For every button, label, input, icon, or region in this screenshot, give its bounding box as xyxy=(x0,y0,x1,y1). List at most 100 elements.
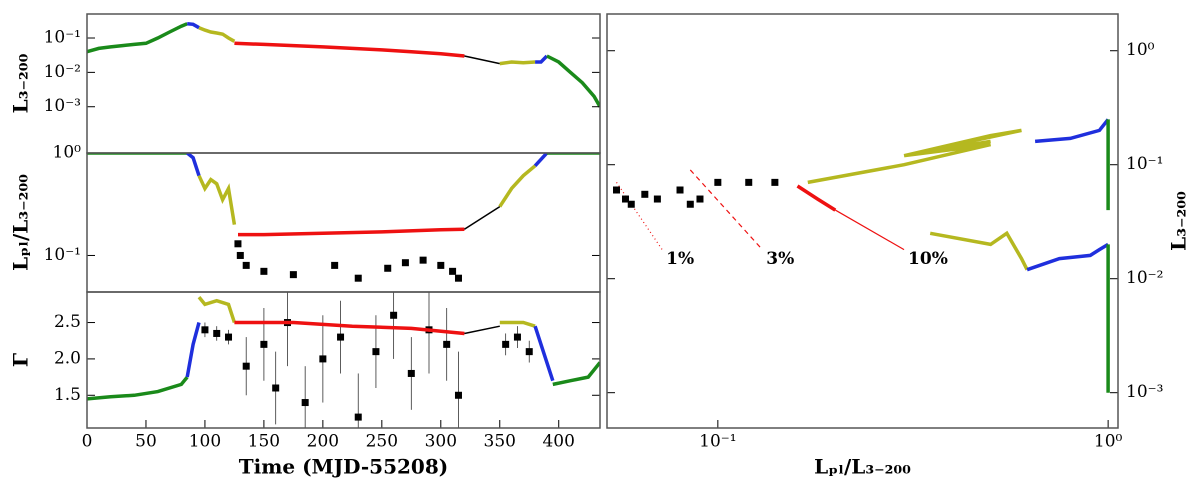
point xyxy=(419,256,427,264)
point xyxy=(337,333,345,341)
series-line xyxy=(185,322,201,378)
point xyxy=(354,274,362,282)
point xyxy=(653,195,661,203)
point xyxy=(502,340,510,348)
x-tick-label: 100 xyxy=(189,432,221,452)
x-tick-label: 350 xyxy=(484,432,516,452)
series-line xyxy=(929,230,1029,271)
series-line xyxy=(796,184,837,212)
reference-line xyxy=(835,209,905,251)
point xyxy=(390,311,398,319)
y-tick-label: 10⁰ xyxy=(53,143,82,163)
series-line xyxy=(464,55,500,65)
point xyxy=(242,362,250,370)
y-tick-label: 10⁻³ xyxy=(1126,382,1163,402)
point xyxy=(272,384,280,392)
point xyxy=(401,259,409,267)
point xyxy=(525,348,533,356)
point xyxy=(454,274,462,282)
x-tick-label: 0 xyxy=(82,432,93,452)
x-axis-label: Time (MJD-55208) xyxy=(239,455,448,479)
series-line xyxy=(187,22,200,30)
y-axis-label: L₃₋₂₀₀ xyxy=(1167,191,1191,251)
reference-line xyxy=(616,182,663,250)
point xyxy=(260,340,268,348)
point xyxy=(225,333,233,341)
point xyxy=(354,413,362,421)
y-tick-label: 10⁻¹ xyxy=(44,28,81,48)
series-line xyxy=(498,164,537,208)
reference-label: 1% xyxy=(666,249,694,269)
x-tick-label: 50 xyxy=(135,432,157,452)
series-line xyxy=(463,205,501,230)
series-line xyxy=(499,60,536,66)
point xyxy=(319,355,327,363)
series-line xyxy=(464,325,500,335)
point xyxy=(622,195,630,203)
y-tick-label: 2.0 xyxy=(54,348,81,368)
series-line xyxy=(186,153,201,177)
point xyxy=(437,261,445,269)
series-line xyxy=(1026,242,1109,272)
series-line xyxy=(198,26,236,43)
series-line xyxy=(238,227,465,237)
series-line xyxy=(197,174,237,225)
point xyxy=(449,267,457,275)
point xyxy=(454,391,462,399)
series-line xyxy=(552,361,600,387)
series-line xyxy=(499,320,536,328)
y-axis-label: Γ xyxy=(9,353,33,367)
series-line xyxy=(234,320,465,336)
x-tick-label: 250 xyxy=(366,432,398,452)
y-tick-label: 1.5 xyxy=(54,385,81,405)
point xyxy=(443,340,451,348)
point xyxy=(301,399,309,407)
y-tick-label: 10⁰ xyxy=(1126,40,1155,60)
point xyxy=(513,333,521,341)
plot-area xyxy=(87,22,600,108)
point xyxy=(696,195,704,203)
reference-label: 10% xyxy=(908,249,948,269)
y-tick-label: 10⁻¹ xyxy=(1126,154,1163,174)
point xyxy=(234,240,242,248)
point xyxy=(641,190,649,198)
point xyxy=(676,186,684,194)
reference-label: 3% xyxy=(766,249,794,269)
y-axis-label: Lₚₗ/L₃₋₂₀₀ xyxy=(9,174,33,271)
series-line xyxy=(197,295,237,324)
panel-frame xyxy=(86,291,601,429)
x-tick-label: 10⁻¹ xyxy=(699,432,736,452)
y-tick-label: 10⁻² xyxy=(44,62,81,82)
plot-area xyxy=(87,292,600,428)
x-axis-label: Lₚₗ/L₃₋₂₀₀ xyxy=(814,455,911,479)
point xyxy=(613,186,621,194)
series-line xyxy=(807,128,1022,185)
x-tick-label: 300 xyxy=(425,432,457,452)
point xyxy=(384,264,392,272)
point xyxy=(745,178,753,186)
series-line xyxy=(87,22,188,54)
y-tick-label: 10⁻³ xyxy=(44,96,81,116)
x-tick-label: 200 xyxy=(307,432,339,452)
point xyxy=(260,267,268,275)
series-line xyxy=(87,375,189,401)
point xyxy=(213,329,221,337)
series-line xyxy=(533,153,549,167)
x-tick-label: 150 xyxy=(248,432,280,452)
series-line xyxy=(546,54,600,108)
point xyxy=(236,251,244,259)
point xyxy=(771,178,779,186)
plot-area xyxy=(613,118,1110,393)
series-line xyxy=(533,325,555,382)
point xyxy=(714,178,722,186)
plot-area xyxy=(87,153,600,282)
y-tick-label: 2.5 xyxy=(54,312,81,332)
point xyxy=(331,261,339,269)
point xyxy=(686,200,694,208)
series-line xyxy=(1034,118,1110,144)
series-line xyxy=(535,54,549,64)
point xyxy=(372,348,380,356)
point xyxy=(289,271,297,279)
y-tick-label: 10⁻¹ xyxy=(44,245,81,265)
